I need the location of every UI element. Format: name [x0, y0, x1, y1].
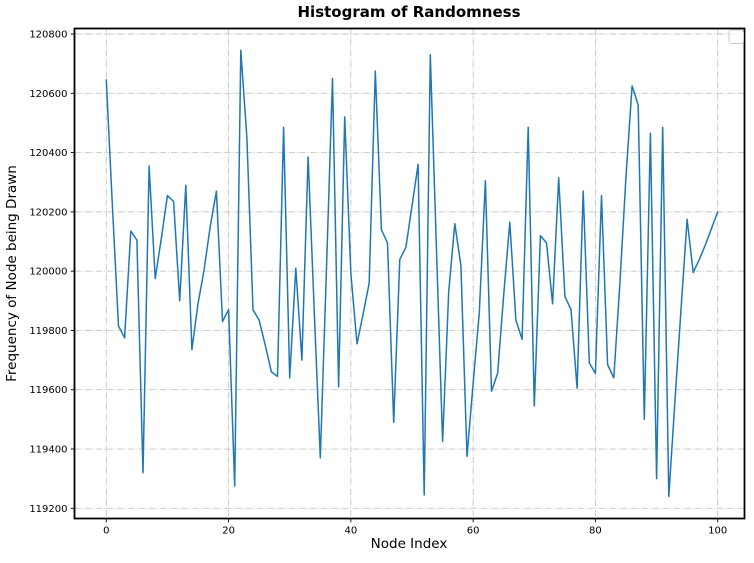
y-tick-label: 120000	[29, 267, 67, 278]
y-tick-label: 119400	[29, 445, 67, 456]
gridlines	[74, 28, 745, 519]
x-axis-ticks: 0 20 40 60 80 100	[103, 518, 727, 537]
x-tick-label: 40	[344, 526, 357, 537]
y-tick-label: 120800	[29, 30, 67, 41]
plot-frame	[73, 27, 746, 520]
y-tick-label: 120600	[29, 89, 67, 100]
data-series-line	[105, 49, 719, 498]
x-tick-label: 0	[103, 526, 109, 537]
y-tick-label: 119200	[29, 504, 67, 515]
legend-box	[728, 29, 744, 44]
x-axis-title: Node Index	[371, 536, 448, 552]
x-tick-label: 80	[589, 526, 602, 537]
y-tick-label: 119800	[29, 326, 67, 337]
x-tick-label: 60	[467, 526, 480, 537]
y-tick-label: 119600	[29, 385, 67, 396]
y-axis-title: Frequency of Node being Drawn	[4, 165, 20, 382]
x-tick-label: 100	[708, 526, 727, 537]
y-tick-label: 120400	[29, 148, 67, 159]
x-tick-label: 20	[222, 526, 235, 537]
y-tick-label: 120200	[29, 207, 67, 218]
chart-title: Histogram of Randomness	[298, 3, 521, 21]
y-axis-ticks: 119200 119400 119600 119800 120000 120200 1204…	[29, 30, 75, 515]
